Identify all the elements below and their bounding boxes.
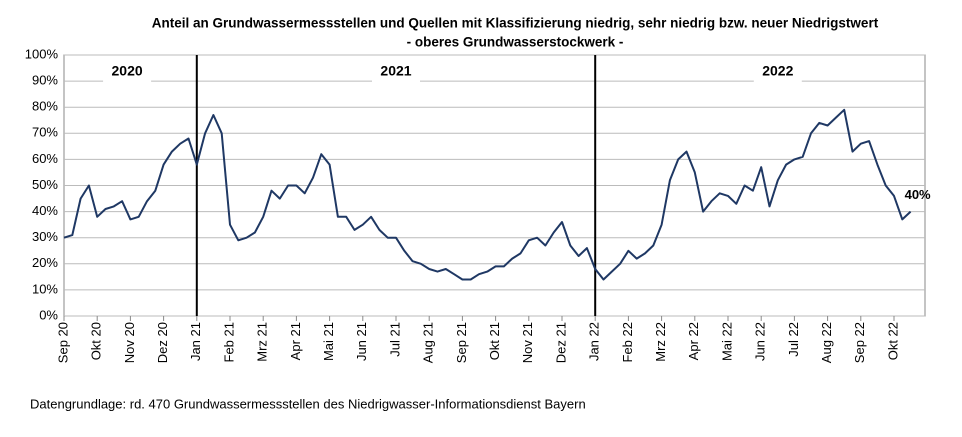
data-line	[63, 108, 912, 281]
year-label-bg	[372, 62, 420, 82]
x-tick-label: Jun 22	[753, 322, 768, 361]
x-tick-label: Apr 21	[288, 322, 303, 360]
y-tick-label: 90%	[32, 73, 58, 88]
year-label: 2021	[380, 63, 411, 79]
x-tick-label: Jun 21	[354, 322, 369, 361]
year-label-bg	[103, 62, 152, 82]
x-tick-label: Mrz 22	[653, 322, 668, 362]
x-tick-label: Nov 21	[520, 322, 535, 363]
footer: Datengrundlage: rd. 470 Grundwassermesss…	[30, 396, 586, 411]
y-tick-label: 80%	[32, 99, 58, 114]
end-label: 40%	[905, 187, 931, 202]
y-tick-label: 30%	[32, 229, 58, 244]
x-tick-label: Sep 21	[454, 322, 469, 363]
x-tick-label: Mai 21	[321, 322, 336, 361]
x-tick-label: Dez 20	[155, 322, 170, 363]
x-tick-label: Jan 22	[587, 322, 602, 361]
chart-title: Anteil an Grundwassermessstellen und Que…	[152, 16, 879, 31]
x-tick-label: Nov 20	[122, 322, 137, 363]
x-tick-label: Jan 21	[188, 322, 203, 361]
y-tick-label: 0%	[39, 307, 58, 322]
y-tick-label: 50%	[32, 177, 58, 192]
x-tick-label: Okt 20	[89, 322, 104, 360]
x-tick-label: Dez 21	[553, 322, 568, 363]
y-tick-label: 20%	[32, 255, 58, 270]
year-label: 2022	[762, 63, 793, 79]
x-tick-label: Sep 20	[55, 322, 70, 363]
year-label: 2020	[112, 63, 143, 79]
chart-subtitle: - oberes Grundwasserstockwerk -	[407, 35, 624, 50]
x-tick-label: Jul 21	[387, 322, 402, 357]
x-tick-label: Aug 21	[421, 322, 436, 363]
x-tick-label: Jul 22	[786, 322, 801, 357]
x-tick-label: Feb 22	[620, 322, 635, 362]
x-tick-label: Okt 22	[885, 322, 900, 360]
y-tick-label: 100%	[25, 46, 59, 61]
y-tick-label: 40%	[32, 203, 58, 218]
x-tick-label: Sep 22	[852, 322, 867, 363]
x-tick-label: Mrz 21	[255, 322, 270, 362]
x-tick-label: Okt 21	[487, 322, 502, 360]
x-tick-label: Feb 21	[221, 322, 236, 362]
y-tick-label: 10%	[32, 281, 58, 296]
y-tick-label: 70%	[32, 125, 58, 140]
x-tick-label: Apr 22	[686, 322, 701, 360]
x-tick-label: Mai 22	[719, 322, 734, 361]
year-label-bg	[753, 62, 802, 82]
y-tick-label: 60%	[32, 151, 58, 166]
x-tick-label: Aug 22	[819, 322, 834, 363]
